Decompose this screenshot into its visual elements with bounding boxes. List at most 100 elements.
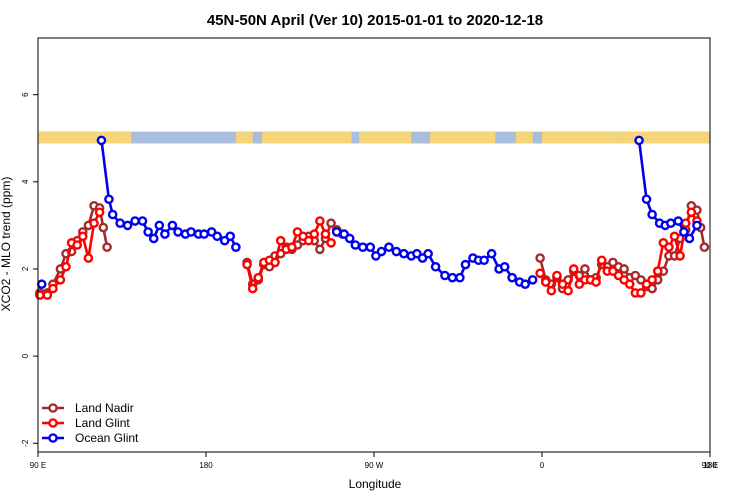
data-point xyxy=(391,246,402,257)
data-point xyxy=(303,235,314,246)
data-point xyxy=(692,220,702,231)
data-point xyxy=(61,261,71,272)
map-land xyxy=(542,131,617,144)
legend-swatch-marker xyxy=(48,433,58,443)
y-axis-ticks: -2 0 2 4 6 xyxy=(21,92,38,447)
data-point xyxy=(137,216,148,226)
data-point xyxy=(104,194,114,205)
data-point xyxy=(160,229,170,239)
data-point xyxy=(669,231,680,242)
y-tick-label: -2 xyxy=(21,439,30,447)
data-point xyxy=(331,227,342,237)
data-point xyxy=(580,264,590,274)
data-point xyxy=(148,233,159,244)
data-point xyxy=(83,253,94,263)
x-tick-label: 180 xyxy=(199,461,213,470)
data-point xyxy=(199,229,209,239)
data-point xyxy=(242,259,252,270)
data-point xyxy=(666,218,676,229)
x-tick-label: 90 E xyxy=(30,461,46,470)
data-point xyxy=(486,248,497,259)
data-point xyxy=(231,242,241,252)
data-point xyxy=(680,218,691,229)
data-point xyxy=(557,279,568,290)
data-point xyxy=(423,248,433,259)
map-land xyxy=(616,131,710,144)
data-point xyxy=(42,290,53,300)
data-point xyxy=(699,242,710,252)
data-point xyxy=(98,222,109,233)
data-point xyxy=(619,264,629,274)
map-land xyxy=(262,131,352,144)
data-point xyxy=(102,242,112,252)
data-point xyxy=(460,259,471,270)
map-land xyxy=(38,131,132,144)
data-point xyxy=(154,220,165,231)
data-point xyxy=(186,227,196,237)
data-point xyxy=(115,218,125,229)
data-point xyxy=(212,231,222,242)
data-point xyxy=(315,244,325,255)
data-point xyxy=(253,272,264,283)
chart-title: 45N-50N April (Ver 10) 2015-01-01 to 202… xyxy=(207,12,543,29)
data-point xyxy=(647,275,657,285)
data-point xyxy=(641,194,652,205)
data-point xyxy=(568,264,579,274)
data-point xyxy=(479,255,489,266)
data-point xyxy=(94,207,105,218)
data-point xyxy=(535,253,545,263)
world-map-strip xyxy=(38,131,710,144)
data-point xyxy=(357,242,368,252)
data-point xyxy=(399,248,409,259)
data-point xyxy=(440,270,450,281)
y-tick-label: 2 xyxy=(21,266,30,271)
x-tick-label: 0 xyxy=(540,461,545,470)
data-point xyxy=(365,242,376,252)
data-point xyxy=(173,227,183,237)
data-point xyxy=(122,220,133,231)
data-point xyxy=(287,242,297,252)
data-point xyxy=(527,275,538,285)
y-tick-label: 0 xyxy=(21,353,30,358)
y-tick-label: 4 xyxy=(21,179,30,184)
data-point xyxy=(673,216,684,226)
data-point xyxy=(275,235,286,246)
data-point xyxy=(89,218,99,229)
data-point xyxy=(679,227,689,237)
data-point xyxy=(309,229,320,239)
data-point xyxy=(507,272,517,283)
data-point xyxy=(563,285,573,296)
data-point xyxy=(664,242,674,252)
data-point xyxy=(344,233,355,244)
data-point xyxy=(78,231,88,242)
map-land xyxy=(359,131,412,144)
data-point xyxy=(320,229,331,239)
data-point xyxy=(350,240,361,250)
map-land xyxy=(108,131,124,144)
data-point xyxy=(552,270,562,281)
legend-item: Land Glint xyxy=(42,416,130,430)
data-point xyxy=(107,209,118,220)
data-point xyxy=(535,268,545,279)
y-axis-label: XCO2 - MLO trend (ppm) xyxy=(0,177,13,312)
data-point xyxy=(675,251,685,261)
series-layer xyxy=(35,135,710,300)
legend-swatch-marker xyxy=(48,403,58,413)
data-point xyxy=(55,275,66,285)
legend-label: Land Glint xyxy=(75,416,130,430)
data-point xyxy=(546,285,557,296)
data-point xyxy=(130,216,140,226)
data-point xyxy=(247,283,258,294)
data-point xyxy=(591,277,601,287)
data-point xyxy=(48,283,58,294)
series-line xyxy=(336,230,534,286)
data-point xyxy=(326,218,336,229)
data-point xyxy=(270,257,280,268)
legend-swatch-marker xyxy=(48,418,58,428)
data-point xyxy=(652,266,663,276)
data-point xyxy=(225,231,236,242)
data-point xyxy=(430,261,441,272)
map-land xyxy=(430,131,496,144)
